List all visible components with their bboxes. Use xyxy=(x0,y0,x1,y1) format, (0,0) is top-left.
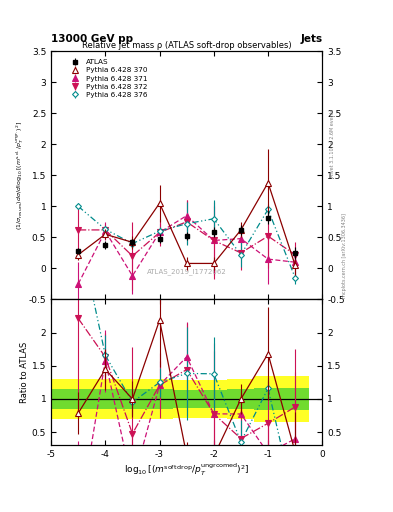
Legend: ATLAS, Pythia 6.428 370, Pythia 6.428 371, Pythia 6.428 372, Pythia 6.428 376: ATLAS, Pythia 6.428 370, Pythia 6.428 37… xyxy=(64,56,151,101)
Y-axis label: Ratio to ATLAS: Ratio to ATLAS xyxy=(20,342,29,403)
Text: Rivet 3.1.10, ≥ 2.6M events: Rivet 3.1.10, ≥ 2.6M events xyxy=(330,109,335,178)
Text: Jets: Jets xyxy=(300,33,322,44)
Text: ATLAS_2019_I1772062: ATLAS_2019_I1772062 xyxy=(147,268,226,274)
Title: Relative jet mass ρ (ATLAS soft-drop observables): Relative jet mass ρ (ATLAS soft-drop obs… xyxy=(82,41,292,50)
X-axis label: $\log_{10}[(m^{\rm soft\,drop}/p_T^{\rm ungroomed})^2]$: $\log_{10}[(m^{\rm soft\,drop}/p_T^{\rm … xyxy=(124,462,250,478)
Y-axis label: $(1/\sigma_{\rm resum})\,d\sigma/d\log_{10}[(m^{\rm s.d.}/p_T^{\rm ungr.})^2]$: $(1/\sigma_{\rm resum})\,d\sigma/d\log_{… xyxy=(15,121,26,230)
Text: mcplots.cern.ch [arXiv:1306.3436]: mcplots.cern.ch [arXiv:1306.3436] xyxy=(342,214,347,298)
Text: 13000 GeV pp: 13000 GeV pp xyxy=(51,33,133,44)
